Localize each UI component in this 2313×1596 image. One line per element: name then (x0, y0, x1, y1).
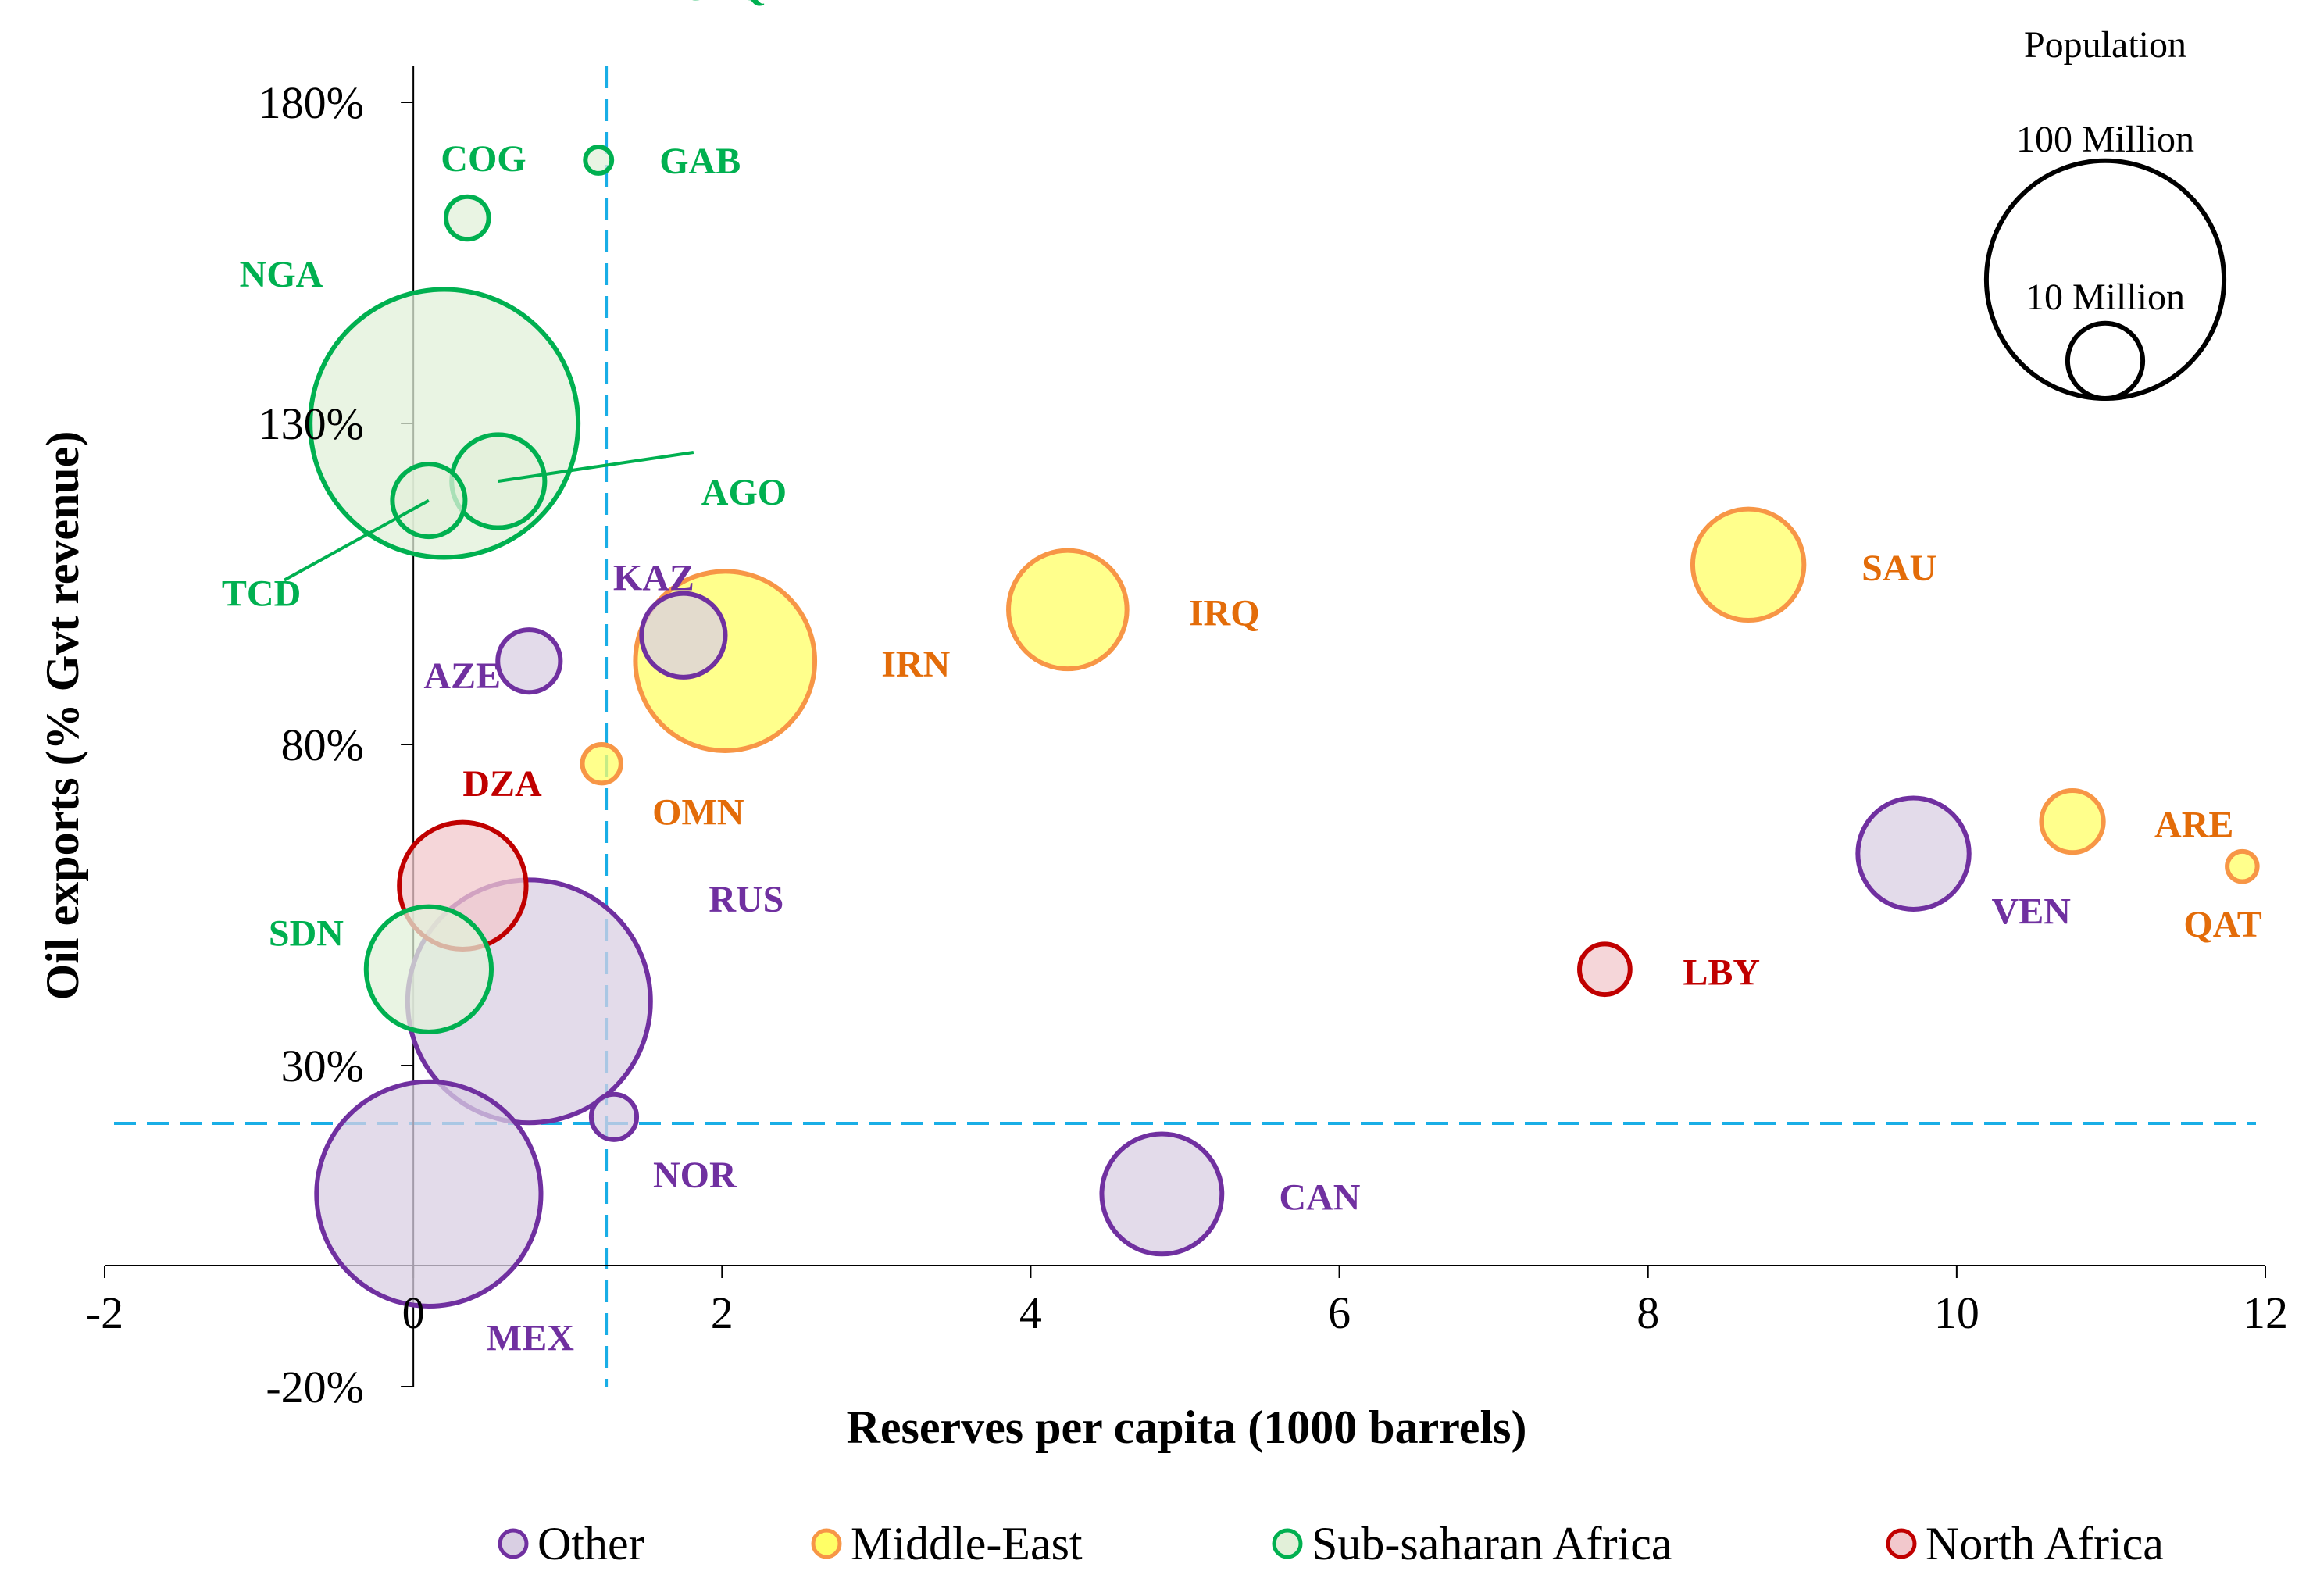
label-mex: MEX (487, 1317, 574, 1359)
bubble-lby (1577, 941, 1633, 998)
country-labels: NGA RUS MEX IRN DZA SDN CAN IRQ VEN SAU AGO KAZ TCD A… (222, 0, 2262, 1359)
y-tick-label: 180% (259, 77, 364, 128)
bubble-sau (1690, 506, 1807, 623)
x-tick-label: 0 (402, 1287, 425, 1338)
size-legend: Population 100 Million 10 Million (1983, 24, 2227, 402)
label-omn: OMN (652, 792, 744, 834)
x-axis-title: Reserves per capita (1000 barrels) (847, 1401, 1527, 1453)
bubble-ven (1855, 795, 1972, 912)
size-legend-title: Population (2024, 24, 2186, 66)
label-qat: QAT (2183, 904, 2261, 945)
size-legend-small-label: 10 Million (2026, 277, 2185, 318)
legend-marker-sub-saharan-africa (1272, 1528, 1303, 1559)
y-axis-title: Oil exports (% Gvt revenue) (37, 431, 88, 1001)
label-nor: NOR (653, 1155, 737, 1196)
label-tcd: TCD (222, 573, 301, 615)
bubble-omn (580, 741, 623, 786)
label-are: ARE (2154, 805, 2233, 846)
bubble-irq (1006, 548, 1130, 672)
bubble-mex (314, 1079, 544, 1309)
label-lby: LBY (1683, 952, 1760, 994)
legend: Other Middle-East Sub-saharan Africa Nor… (498, 1518, 2164, 1569)
legend-label-other: Other (537, 1518, 644, 1569)
label-aze: AZE (423, 655, 501, 697)
x-tick-label: 12 (2243, 1287, 2288, 1338)
bubble-qat (2225, 848, 2260, 884)
x-tick-label: 2 (711, 1287, 734, 1338)
label-ven: VEN (1992, 891, 2072, 933)
bubble-nor (588, 1091, 640, 1142)
legend-marker-other (498, 1528, 529, 1559)
label-irq: IRQ (1189, 592, 1260, 634)
legend-label-sub-saharan-africa: Sub-saharan Africa (1312, 1518, 1672, 1569)
bubble-gab (583, 145, 615, 176)
y-tick-label: -20% (266, 1362, 364, 1412)
x-tick-label: 10 (1934, 1287, 1979, 1338)
label-irn: IRN (881, 644, 950, 685)
size-legend-circle-small (2065, 320, 2146, 402)
leader-line-ago (498, 451, 694, 483)
label-gnq: GNQ (680, 0, 766, 9)
y-tick-label: 30% (281, 1041, 364, 1091)
y-tick-label: 80% (281, 719, 364, 770)
label-nga: NGA (240, 254, 323, 295)
leader-line-tcd (283, 498, 430, 582)
legend-label-north-africa: North Africa (1926, 1518, 2164, 1569)
legend-label-middle-east: Middle-East (851, 1518, 1083, 1569)
label-gab: GAB (659, 141, 741, 182)
legend-marker-north-africa (1886, 1528, 1917, 1559)
label-sdn: SDN (269, 913, 344, 955)
reference-lines (114, 66, 2256, 1387)
y-tick-label: 130% (259, 398, 364, 449)
label-cog: COG (441, 138, 526, 180)
bubble-sdn (363, 904, 494, 1034)
label-rus: RUS (709, 879, 783, 920)
bubble-aze (495, 627, 563, 695)
size-legend-large-label: 100 Million (2016, 119, 2194, 160)
x-tick-label: 8 (1637, 1287, 1659, 1338)
bubble-kaz (639, 591, 728, 680)
label-dza: DZA (462, 763, 542, 805)
bubble-cog (444, 194, 491, 242)
x-tick-label: 4 (1019, 1287, 1042, 1338)
tick-labels: -2 0 2 4 6 8 10 12 -20% 30% 80% 130% 180% (86, 77, 2288, 1412)
bubbles (308, 145, 2260, 1309)
bubble-are (2039, 787, 2106, 855)
label-ago: AGO (701, 472, 787, 513)
legend-marker-middle-east (811, 1528, 842, 1559)
x-tick-label: 6 (1328, 1287, 1351, 1338)
x-tick-label: -2 (86, 1287, 123, 1338)
bubble-can (1099, 1131, 1225, 1257)
label-can: CAN (1279, 1176, 1360, 1218)
label-kaz: KAZ (613, 557, 694, 598)
label-sau: SAU (1861, 548, 1936, 589)
